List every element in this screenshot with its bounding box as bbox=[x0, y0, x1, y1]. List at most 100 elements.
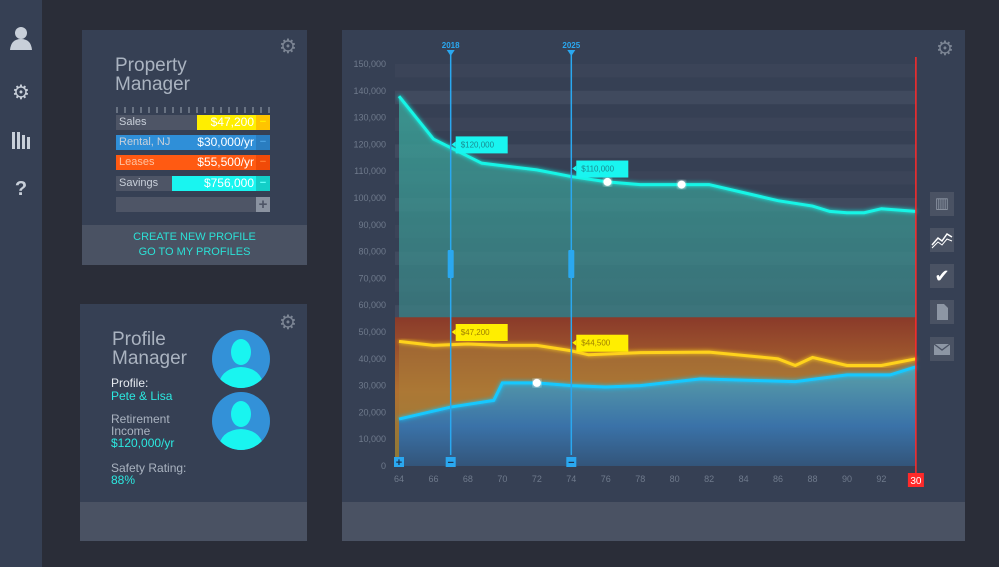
marker-drag-handle[interactable] bbox=[447, 250, 454, 278]
marker-value-tag-bottom-text: $44,500 bbox=[581, 339, 610, 348]
create-new-profile-link[interactable]: CREATE NEW PROFILE bbox=[133, 231, 256, 243]
rental-value: $30,000/yr bbox=[197, 135, 254, 149]
grid-band bbox=[395, 90, 916, 105]
savings-remove-button[interactable]: − bbox=[256, 176, 270, 191]
marker-drag-handle[interactable] bbox=[568, 250, 575, 278]
chart-settings-gear-icon[interactable]: ⚙ bbox=[936, 38, 954, 60]
marker-year-label: 2025 bbox=[562, 41, 580, 50]
y-tick-label: 10,000 bbox=[358, 434, 386, 444]
mail-icon[interactable] bbox=[930, 337, 954, 361]
add-marker-button[interactable] bbox=[394, 457, 404, 467]
leases-value: $55,500/yr bbox=[197, 155, 254, 169]
sales-label: Sales bbox=[119, 116, 147, 128]
go-to-profiles-link[interactable]: GO TO MY PROFILES bbox=[138, 246, 251, 258]
property-links: CREATE NEW PROFILE GO TO MY PROFILES bbox=[82, 225, 307, 265]
leases-row[interactable]: Leases $55,500/yr − bbox=[116, 155, 270, 170]
user-icon[interactable] bbox=[9, 26, 33, 50]
y-tick-label: 120,000 bbox=[353, 139, 386, 149]
document-icon[interactable] bbox=[930, 300, 954, 324]
x-tick-label: 88 bbox=[808, 474, 818, 484]
grid-band bbox=[395, 117, 916, 131]
chart-footer bbox=[342, 502, 965, 541]
y-tick-label: 100,000 bbox=[353, 193, 386, 203]
y-tick-label: 0 bbox=[381, 461, 386, 471]
income-value: $120,000/yr bbox=[111, 436, 175, 450]
x-tick-label: 74 bbox=[566, 474, 576, 484]
avatar[interactable] bbox=[212, 392, 270, 450]
profile-footer bbox=[80, 502, 307, 541]
marker-arrow-icon bbox=[446, 50, 455, 56]
marker-value-tag-bottom-pointer bbox=[451, 329, 456, 335]
y-tick-label: 70,000 bbox=[358, 273, 386, 283]
x-tick-label: 64 bbox=[394, 474, 404, 484]
data-point[interactable] bbox=[603, 177, 612, 186]
library-icon[interactable] bbox=[9, 129, 33, 153]
sales-remove-button[interactable]: − bbox=[256, 115, 270, 130]
y-tick-label: 150,000 bbox=[353, 59, 386, 69]
marker-value-tag-top-pointer bbox=[572, 165, 577, 172]
gear-icon[interactable]: ⚙ bbox=[12, 82, 30, 104]
marker-value-tag-bottom bbox=[576, 334, 629, 352]
sales-value: $47,200 bbox=[210, 115, 254, 129]
savings-label: Savings bbox=[119, 177, 159, 189]
end-age-label: 30 bbox=[910, 476, 922, 487]
remove-marker-button[interactable] bbox=[445, 457, 456, 467]
add-row: + bbox=[116, 197, 270, 212]
grid-band bbox=[395, 64, 916, 78]
data-point[interactable] bbox=[532, 378, 541, 387]
marker-arrow-icon bbox=[567, 50, 576, 56]
plus-icon: + bbox=[396, 457, 402, 469]
marker-value-tag-bottom bbox=[455, 324, 508, 341]
x-tick-label: 90 bbox=[842, 474, 852, 484]
avatar[interactable] bbox=[212, 330, 270, 388]
y-tick-label: 90,000 bbox=[358, 220, 386, 230]
property-settings-gear-icon[interactable]: ⚙ bbox=[279, 36, 297, 58]
line-chart-icon[interactable] bbox=[930, 228, 954, 252]
series-line-income-need bbox=[397, 95, 917, 215]
sales-row[interactable]: Sales $47,200 − bbox=[116, 115, 270, 130]
property-manager-title: Property Manager bbox=[115, 55, 190, 95]
minus-icon: − bbox=[568, 457, 574, 469]
y-tick-label: 110,000 bbox=[354, 166, 386, 176]
rental-remove-button[interactable]: − bbox=[256, 135, 270, 150]
bars-chart-icon[interactable]: ▥ bbox=[930, 192, 954, 216]
safety-label: Safety Rating: bbox=[111, 461, 187, 475]
help-icon[interactable]: ? bbox=[14, 178, 28, 200]
x-tick-label: 92 bbox=[876, 474, 886, 484]
series-line-savings bbox=[398, 365, 917, 421]
data-point[interactable] bbox=[677, 180, 686, 189]
marker-value-tag-bottom-text: $47,200 bbox=[461, 328, 490, 337]
y-tick-label: 30,000 bbox=[358, 381, 386, 391]
x-tick-label: 78 bbox=[635, 474, 645, 484]
marker-year-label: 2018 bbox=[442, 41, 460, 50]
remove-marker-button[interactable] bbox=[566, 457, 577, 467]
leases-label: Leases bbox=[119, 156, 155, 168]
rental-label: Rental, NJ bbox=[119, 136, 171, 148]
check-icon[interactable]: ✔ bbox=[930, 264, 954, 288]
y-tick-label: 40,000 bbox=[358, 354, 386, 364]
y-tick-label: 50,000 bbox=[358, 327, 386, 337]
profile-settings-gear-icon[interactable]: ⚙ bbox=[279, 312, 297, 334]
series-line-sales bbox=[398, 339, 917, 368]
x-tick-label: 72 bbox=[532, 474, 542, 484]
profile-value: Pete & Lisa bbox=[111, 389, 173, 403]
leases-remove-button[interactable]: − bbox=[256, 155, 270, 170]
marker-value-tag-top-text: $120,000 bbox=[461, 140, 495, 149]
x-tick-label: 70 bbox=[497, 474, 507, 484]
safety-value: 88% bbox=[111, 473, 136, 487]
rental-row[interactable]: Rental, NJ $30,000/yr − bbox=[116, 135, 270, 150]
minus-icon: − bbox=[447, 457, 453, 469]
marker-value-tag-top bbox=[576, 160, 629, 178]
end-age-badge[interactable] bbox=[907, 473, 924, 487]
profile-manager-title: Profile Manager bbox=[112, 329, 187, 369]
sidebar: ⚙ ? bbox=[0, 0, 42, 567]
add-row-button[interactable]: + bbox=[256, 197, 270, 212]
grid-band bbox=[395, 144, 916, 158]
x-tick-label: 68 bbox=[463, 474, 473, 484]
scale-ticks bbox=[116, 107, 270, 113]
marker-value-tag-top-text: $110,000 bbox=[581, 165, 614, 174]
x-tick-label: 66 bbox=[428, 474, 438, 484]
savings-row[interactable]: Savings $756,000 − bbox=[116, 176, 270, 191]
marker-value-tag-bottom-pointer bbox=[572, 339, 577, 346]
